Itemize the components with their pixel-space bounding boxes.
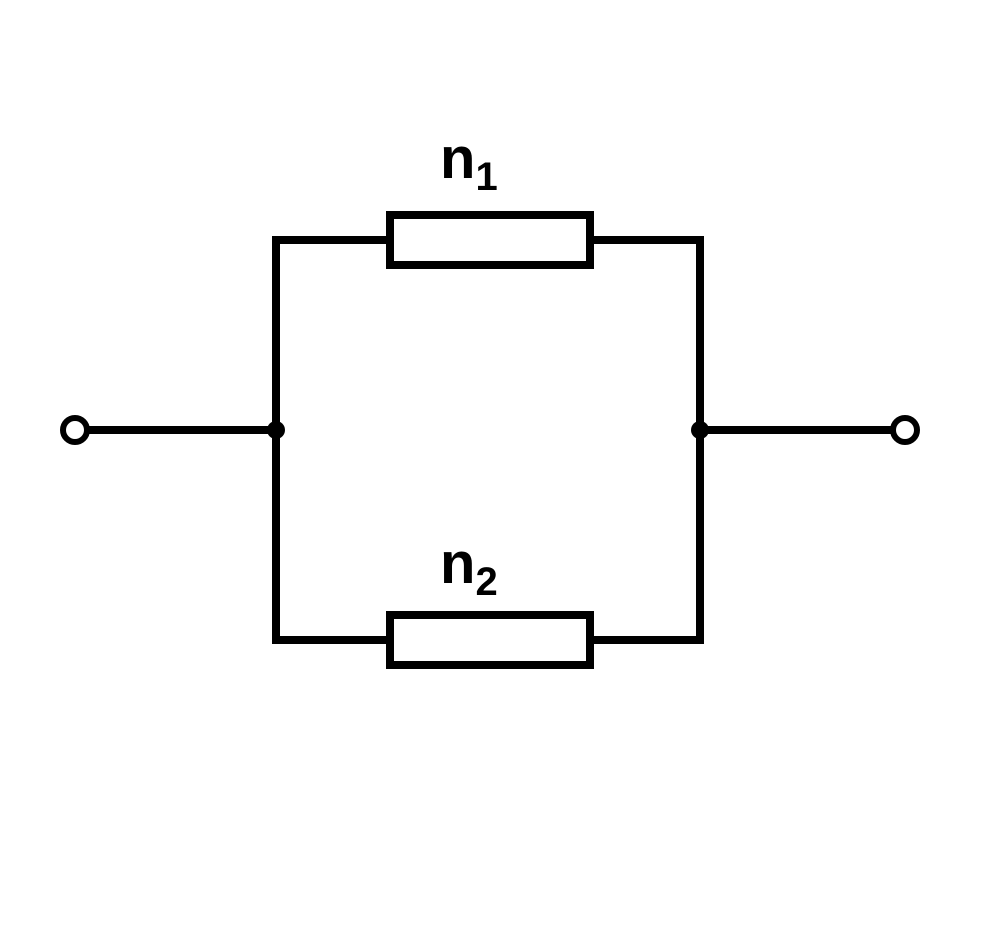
label-n1-sub: 1: [475, 155, 497, 199]
label-n2-main: n: [440, 531, 475, 596]
label-n1-main: n: [440, 126, 475, 191]
right-junction-node: [691, 421, 709, 439]
circuit-diagram: n1 n2: [0, 0, 984, 928]
left-terminal: [63, 418, 87, 442]
right-terminal: [893, 418, 917, 442]
resistor-n2: [390, 615, 590, 665]
left-junction-node: [267, 421, 285, 439]
label-n1: n1: [440, 125, 498, 192]
label-n2-sub: 2: [475, 560, 497, 604]
label-n2: n2: [440, 530, 498, 597]
resistor-n1: [390, 215, 590, 265]
